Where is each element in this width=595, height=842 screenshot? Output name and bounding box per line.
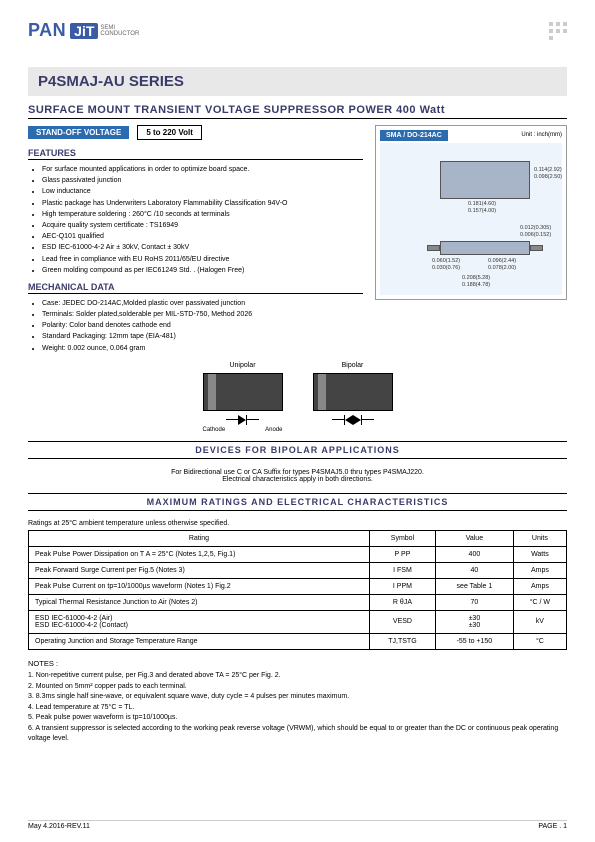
logo-brand2: JiT [70,23,98,39]
series-title: P4SMAJ-AU SERIES [28,67,567,96]
badge-row: STAND-OFF VOLTAGE 5 to 220 Volt [28,125,363,140]
pkg-unit: Unit : inch(mm) [521,132,562,138]
subtitle: SURFACE MOUNT TRANSIENT VOLTAGE SUPPRESS… [28,104,567,119]
badge-voltage: 5 to 220 Volt [137,125,202,140]
mech-item: Case: JEDEC DO-214AC,Molded plastic over… [42,298,363,309]
table-row: Operating Junction and Storage Temperatu… [29,633,567,649]
mech-head: MECHANICAL DATA [28,282,363,294]
note-item: 3. 8.3ms single half sine-wave, or equiv… [28,692,567,703]
ratings-note: Ratings at 25°C ambient temperature unle… [28,517,567,530]
logo-sub2: CONDUCTOR [100,31,139,37]
device-symbols: Unipolar CathodeAnode Bipolar [28,362,567,433]
footer-date: May 4.2016-REV.11 [28,823,90,830]
note-item: 2. Mounted on 5mm² copper pads to each t… [28,682,567,693]
table-row: Peak Pulse Current on tp=10/1000µs wavef… [29,578,567,594]
features-head: FEATURES [28,148,363,160]
mech-item: Weight: 0.002 ounce, 0.064 gram [42,343,363,354]
max-head: MAXIMUM RATINGS AND ELECTRICAL CHARACTER… [28,493,567,511]
features-list: For surface mounted applications in orde… [28,164,363,276]
feature-item: Acquire quality system certificate : TS1… [42,220,363,231]
table-row: Typical Thermal Resistance Junction to A… [29,594,567,610]
feature-item: AEC-Q101 qualified [42,231,363,242]
bipolar-pkg [313,373,393,411]
note-item: 4. Lead temperature at 75°C = TL. [28,703,567,714]
bipolar-label: Bipolar [313,362,393,369]
unipolar-pkg [203,373,283,411]
badge-standoff: STAND-OFF VOLTAGE [28,126,129,139]
package-diagram: SMA / DO-214AC Unit : inch(mm) 0.181(4.6… [375,125,567,300]
notes: NOTES : 1. Non-repetitive current pulse,… [28,658,567,745]
feature-item: Lead free in compliance with EU RoHS 201… [42,254,363,265]
bipolar-note: For Bidirectional use C or CA Suffix for… [28,465,567,487]
decor-dots [549,22,567,40]
note-item: 6. A transient suppressor is selected ac… [28,724,567,745]
feature-item: Green molding compound as per IEC61249 S… [42,265,363,276]
unipolar-label: Unipolar [203,362,283,369]
logo-brand1: PAN [28,20,66,41]
mech-item: Terminals: Solder plated,solderable per … [42,309,363,320]
feature-item: High temperature soldering : 260°C /10 s… [42,209,363,220]
pkg-label: SMA / DO-214AC [380,130,448,141]
logo: PANJiT SEMI CONDUCTOR [28,20,567,41]
feature-item: Plastic package has Underwriters Laborat… [42,198,363,209]
mech-list: Case: JEDEC DO-214AC,Molded plastic over… [28,298,363,354]
feature-item: Low inductance [42,186,363,197]
feature-item: Glass passivated junction [42,175,363,186]
feature-item: For surface mounted applications in orde… [42,164,363,175]
feature-item: ESD IEC-61000-4-2 Air ± 30kV, Contact ± … [42,242,363,253]
footer-page: PAGE . 1 [538,823,567,830]
table-row: ESD IEC-61000-4-2 (Air) ESD IEC-61000-4-… [29,610,567,633]
bipolar-head: DEVICES FOR BIPOLAR APPLICATIONS [28,441,567,459]
mech-item: Standard Packaging: 12mm tape (EIA-481) [42,331,363,342]
mech-item: Polarity: Color band denotes cathode end [42,320,363,331]
ratings-table: RatingSymbolValueUnits Peak Pulse Power … [28,530,567,650]
table-row: Peak Forward Surge Current per Fig.5 (No… [29,562,567,578]
table-row: Peak Pulse Power Dissipation on T A = 25… [29,546,567,562]
footer: May 4.2016-REV.11 PAGE . 1 [28,820,567,830]
note-item: 1. Non-repetitive current pulse, per Fig… [28,671,567,682]
note-item: 5. Peak pulse power waveform is tp=10/10… [28,713,567,724]
